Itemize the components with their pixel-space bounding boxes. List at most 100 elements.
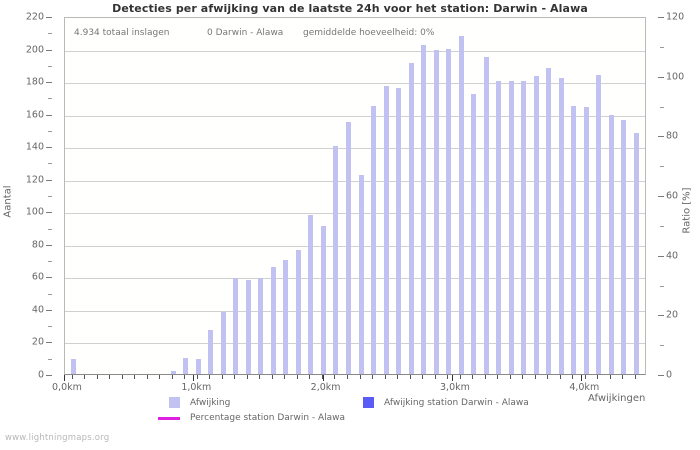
y-axis-left: Aantal 0 20 40 60 80 100 120 140 160 180 200 220 [0, 0, 64, 392]
bar [571, 105, 577, 374]
y-axis-right-tick-label: 40 [666, 250, 679, 262]
bar [408, 63, 414, 374]
bar [295, 250, 301, 374]
annotation-total-strikes: 4.934 totaal inslagen [74, 28, 170, 38]
bar [583, 107, 589, 374]
legend-swatch-afwijking [169, 397, 180, 408]
x-axis-tick [359, 375, 361, 379]
bar [233, 278, 239, 374]
bar [383, 85, 389, 374]
legend-label-afwijking[interactable]: Afwijking [190, 398, 231, 408]
y-axis-left-tick [46, 342, 52, 344]
y-axis-left-title: Aantal [2, 185, 14, 218]
x-axis-tick-label: 0,0km [52, 382, 82, 393]
bar [308, 214, 314, 374]
x-axis-tick [572, 375, 574, 379]
legend-swatch-percentage-station [158, 417, 180, 420]
y-axis-right-tick-label: 100 [666, 71, 685, 83]
bar [258, 278, 264, 374]
y-axis-right-tick [658, 76, 664, 78]
bar [333, 146, 339, 374]
y-axis-left-tick [46, 375, 52, 376]
bar [483, 56, 489, 374]
y-axis-left-minor-tick [48, 65, 52, 67]
legend-label-percentage-station[interactable]: Percentage station Darwin - Alawa [190, 413, 346, 423]
bar [433, 50, 439, 374]
y-axis-left-tick [46, 147, 52, 149]
y-axis-right-tick [658, 136, 664, 138]
bar [496, 81, 502, 374]
x-axis-tick [597, 375, 599, 379]
x-axis: 0,0km 1,0km 2,0km 3,0km 4,0km [52, 375, 646, 399]
y-axis-left-tick [46, 244, 52, 246]
y-axis-left-tick [46, 212, 52, 214]
y-axis-left-tick-label: 200 [25, 44, 44, 56]
legend-label-afwijking-station[interactable]: Afwijking station Darwin - Alawa [384, 398, 529, 408]
annotation-station-count: 0 Darwin - Alawa [207, 28, 284, 38]
y-axis-left-minor-tick [48, 228, 52, 230]
x-axis-tick [484, 375, 486, 379]
x-axis-tick [271, 375, 273, 379]
x-axis-tick-label: 3,0km [440, 382, 470, 393]
bar [245, 279, 251, 374]
x-axis-tick [184, 375, 186, 379]
x-axis-tick [609, 375, 611, 379]
y-axis-left-tick-label: 220 [25, 11, 44, 23]
x-axis-tick [497, 375, 499, 379]
x-axis-major-tick [581, 375, 583, 381]
bar [521, 81, 527, 374]
x-axis-tick-label: 2,0km [310, 382, 341, 393]
bar [508, 81, 514, 374]
bar [345, 121, 351, 374]
bar [446, 48, 452, 374]
plot-area [64, 17, 646, 375]
y-axis-left-tick-label: 120 [25, 174, 44, 186]
gridline [65, 148, 645, 150]
x-axis-tick [84, 375, 86, 379]
bar [220, 312, 226, 374]
gridline [65, 213, 645, 215]
x-axis-tick [209, 375, 211, 379]
chart-legend: Afwijking Afwijking station Darwin - Ala… [0, 392, 700, 432]
y-axis-left-tick-label: 140 [25, 141, 44, 153]
x-axis-tick [547, 375, 549, 379]
y-axis-right-tick-label: 120 [666, 11, 685, 23]
y-axis-right-tick [658, 17, 664, 18]
x-axis-tick [134, 375, 136, 379]
bar [371, 105, 377, 374]
x-axis-tick [259, 375, 261, 379]
x-axis-tick-label: 4,0km [569, 382, 600, 393]
gridline [65, 50, 645, 52]
y-axis-left-minor-tick [48, 358, 52, 360]
x-axis-tick [321, 375, 323, 379]
x-axis-tick [309, 375, 311, 379]
watermark: www.lightningmaps.org [5, 433, 110, 443]
y-axis-left-minor-tick [48, 293, 52, 295]
x-axis-tick [159, 375, 161, 379]
x-axis-major-tick [193, 375, 195, 381]
bar [208, 330, 214, 374]
x-axis-tick [109, 375, 111, 379]
x-axis-tick [422, 375, 424, 379]
y-axis-left-tick-label: 180 [25, 76, 44, 88]
bar [195, 359, 201, 374]
y-axis-right-tick [658, 315, 664, 317]
gridline [65, 278, 645, 280]
bar [471, 94, 477, 374]
bar [283, 260, 289, 374]
x-axis-tick [447, 375, 449, 379]
gridline [65, 83, 645, 85]
x-axis-tick [634, 375, 636, 379]
bar [558, 77, 564, 374]
x-axis-tick [296, 375, 298, 379]
x-axis-tick [71, 375, 73, 379]
y-axis-left-minor-tick [48, 163, 52, 165]
y-axis-right-tick-label: 80 [666, 130, 679, 142]
y-axis-left-minor-tick [48, 130, 52, 132]
y-axis-left-tick [46, 114, 52, 116]
y-axis-left-minor-tick [48, 33, 52, 35]
bar [70, 359, 76, 374]
y-axis-left-tick-label: 80 [31, 239, 44, 251]
y-axis-right-tick [658, 196, 664, 197]
